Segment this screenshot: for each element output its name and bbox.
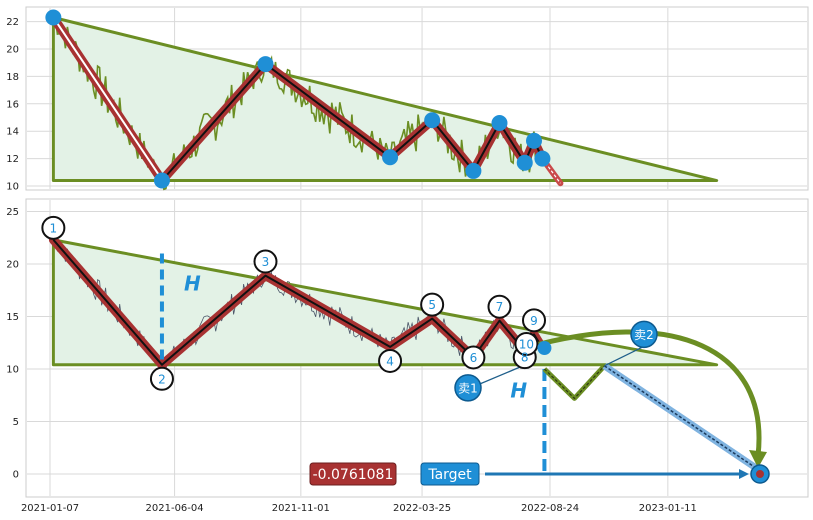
- top-y-tick-label: 12: [6, 154, 19, 165]
- top-pivot-marker: [424, 112, 441, 129]
- top-y-tick-label: 22: [6, 17, 19, 28]
- top-pivot-marker: [45, 9, 62, 26]
- sell-1-label: 卖1: [458, 381, 478, 395]
- target-arrowhead: [739, 469, 749, 479]
- top-y-tick-label: 20: [6, 45, 19, 56]
- top-pivot-marker: [153, 172, 170, 189]
- top-y-tick-label: 16: [6, 99, 19, 110]
- top-pivot-marker: [257, 56, 274, 73]
- x-tick-label: 2022-03-25: [393, 503, 451, 514]
- top-pivot-marker: [526, 132, 543, 149]
- projection-curve-arrow: [523, 329, 762, 457]
- top-pivot-marker: [516, 154, 533, 171]
- pivot-label: 7: [496, 300, 504, 314]
- x-tick-label: 2023-01-11: [639, 503, 697, 514]
- target-box: [420, 462, 480, 486]
- pivot-circle: [41, 215, 66, 240]
- bottom-y-tick-label: 20: [6, 260, 19, 271]
- pivot-label: 2: [158, 372, 166, 386]
- top-pivot-marker: [491, 114, 508, 131]
- sell-2-marker: [630, 320, 658, 349]
- pivot-circle: [487, 294, 512, 319]
- height-label: H: [184, 271, 201, 295]
- breakout-point-marker: [537, 341, 552, 355]
- target-leg-line: [604, 365, 757, 469]
- bottom-y-tick-label: 0: [13, 470, 19, 481]
- x-tick-label: 2021-11-01: [272, 503, 330, 514]
- pivot-circle: [420, 292, 445, 317]
- pivot-circle: [253, 249, 278, 274]
- projection-curve-arrowhead: [749, 450, 767, 468]
- pivot-label: 6: [470, 351, 478, 365]
- sell-1-marker: [454, 374, 482, 402]
- top-y-tick-label: 14: [6, 127, 19, 138]
- x-tick-label: 2021-06-04: [146, 503, 204, 514]
- pullback-path-core: [544, 365, 605, 400]
- bottom-y-tick-label: 5: [13, 417, 19, 428]
- x-tick-label: 2021-01-07: [21, 503, 79, 514]
- top-y-tick-label: 10: [6, 182, 19, 193]
- bottom-y-tick-label: 10: [6, 365, 19, 376]
- pivot-circle: [378, 348, 403, 373]
- bottom-y-tick-label: 25: [6, 207, 19, 218]
- pivot-label: 5: [428, 298, 436, 312]
- pivot-circle: [514, 332, 539, 356]
- sell-2-label: 卖2: [634, 328, 654, 342]
- projection-height-label: H: [510, 378, 527, 402]
- top-y-tick-label: 18: [6, 72, 19, 83]
- marker-layer: [41, 9, 770, 486]
- pivot-label: 10: [519, 338, 534, 352]
- target-marker-core: [756, 470, 764, 478]
- bottom-y-tick-label: 15: [6, 312, 19, 323]
- top-pivot-marker: [534, 150, 551, 167]
- pivot-circle: [522, 308, 547, 333]
- target-value-label: -0.0761081: [313, 467, 394, 483]
- target-value-box: [309, 462, 397, 486]
- projection-layer: [159, 253, 767, 479]
- label-layer: 2021-01-07 2021-06-04 2021-11-01 2022-03-25…: [6, 17, 697, 514]
- pivot-circle: [149, 366, 174, 391]
- pivot-label: 9: [530, 314, 538, 328]
- pivot-label: 8: [521, 351, 529, 365]
- top-zigzag-line: [52, 16, 544, 182]
- pivot-label: 3: [262, 255, 270, 269]
- pivot-circle: [461, 345, 486, 370]
- sell-1-pointer: [479, 366, 521, 385]
- top-triangle-outline: [51, 15, 719, 183]
- target-label: Target: [427, 467, 472, 483]
- top-pivot-marker: [382, 149, 399, 166]
- pivot-label: 4: [386, 354, 394, 368]
- x-tick-label: 2022-08-24: [521, 503, 579, 514]
- top-first-leg-arrow-core: [52, 16, 161, 178]
- top-pivot-marker: [465, 162, 482, 179]
- pivot-label: 1: [50, 221, 58, 235]
- sell-2-pointer: [604, 345, 645, 367]
